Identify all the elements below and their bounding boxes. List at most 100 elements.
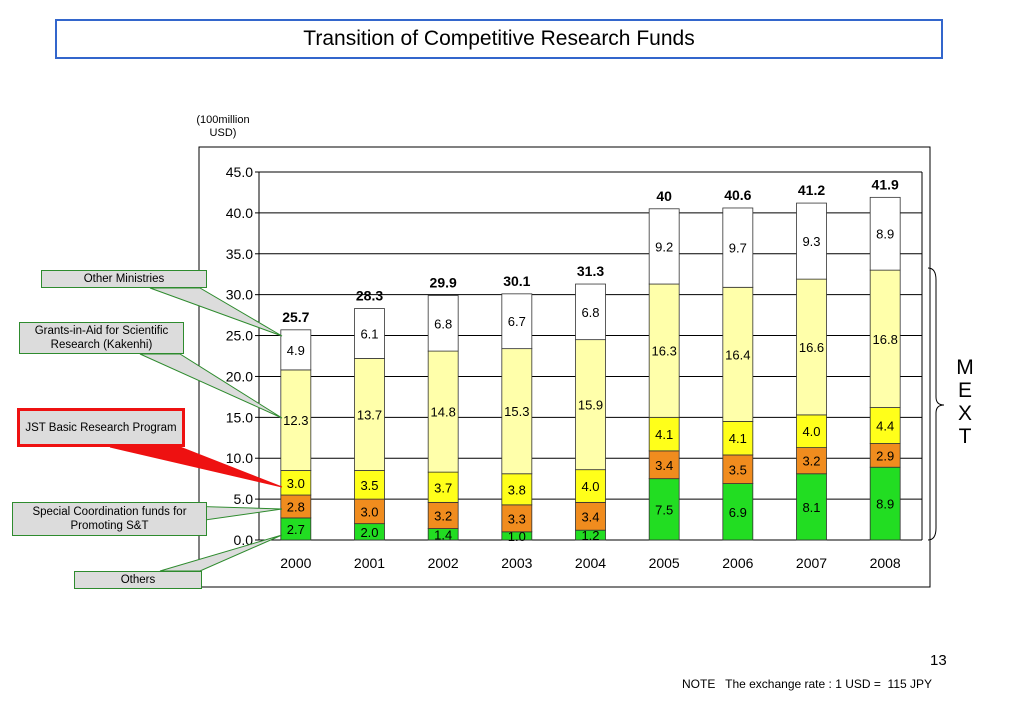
mext-brace — [927, 267, 945, 541]
segment-value-label: 16.8 — [873, 332, 898, 347]
segment-value-label: 6.7 — [508, 314, 526, 329]
bar-segment — [722, 454, 754, 484]
bar-segment — [722, 483, 754, 541]
segment-value-label: 6.9 — [729, 505, 747, 520]
bar-segment — [869, 407, 901, 444]
bar-segment — [280, 329, 312, 371]
bar-total-label: 30.1 — [503, 273, 530, 289]
segment-value-label: 6.8 — [581, 305, 599, 320]
bar-segment — [796, 202, 827, 280]
bar-segment — [501, 348, 533, 475]
x-tick-label: 2008 — [870, 555, 901, 571]
bar-segment — [427, 350, 459, 473]
bar-segment — [575, 501, 606, 531]
bar-segment — [354, 358, 385, 471]
bar-total-label: 41.2 — [798, 182, 825, 198]
pointer-other-ministries — [149, 287, 283, 337]
segment-value-label: 9.7 — [729, 241, 747, 256]
bar-segment — [796, 278, 827, 416]
y-tick-label: 10.0 — [226, 450, 253, 466]
bar-total-label: 41.9 — [872, 176, 899, 192]
segment-value-label: 15.9 — [578, 398, 603, 413]
callout-kakenhi: Grants-in-Aid for Scientific Research (K… — [19, 322, 184, 354]
segment-value-label: 3.2 — [434, 508, 452, 523]
y-tick-label: 35.0 — [226, 246, 253, 262]
segment-value-label: 3.7 — [434, 480, 452, 495]
bar-segment — [722, 286, 754, 422]
bar-segment — [501, 293, 533, 350]
segment-value-label: 4.9 — [287, 343, 305, 358]
segment-value-label: 3.8 — [508, 482, 526, 497]
y-tick-label: 45.0 — [226, 164, 253, 180]
segment-value-label: 1.4 — [434, 527, 452, 542]
segment-value-label: 4.1 — [729, 431, 747, 446]
segment-value-label: 4.1 — [655, 427, 673, 442]
y-tick-label: 40.0 — [226, 205, 253, 221]
bar-segment — [869, 269, 901, 408]
y-tick-label: 25.0 — [226, 328, 253, 344]
bar-segment — [869, 196, 901, 271]
segment-value-label: 3.5 — [360, 478, 378, 493]
bar-segment — [501, 473, 533, 506]
bar-total-label: 28.3 — [356, 288, 383, 304]
x-tick-label: 2002 — [428, 555, 459, 571]
bar-segment — [869, 466, 901, 541]
segment-value-label: 16.6 — [799, 340, 824, 355]
bar-total-label: 40 — [656, 188, 672, 204]
bar-segment — [427, 295, 459, 352]
segment-value-label: 3.4 — [655, 458, 673, 473]
bar-segment — [722, 207, 754, 288]
pointer-kakenhi — [139, 353, 283, 419]
segment-value-label: 2.7 — [287, 522, 305, 537]
x-tick-label: 2000 — [280, 555, 311, 571]
segment-value-label: 3.0 — [360, 504, 378, 519]
segment-value-label: 3.5 — [729, 462, 747, 477]
segment-value-label: 13.7 — [357, 407, 382, 422]
callout-jst-basic-research: JST Basic Research Program — [17, 408, 185, 447]
segment-value-label: 8.1 — [802, 500, 820, 515]
segment-value-label: 9.3 — [802, 234, 820, 249]
segment-value-label: 7.5 — [655, 502, 673, 517]
bar-segment — [354, 308, 385, 359]
bar-segment — [280, 470, 312, 496]
bar-segment — [501, 504, 533, 533]
bar-segment — [648, 208, 680, 285]
segment-value-label: 3.4 — [581, 509, 599, 524]
segment-value-label: 3.3 — [508, 511, 526, 526]
bar-segment — [796, 447, 827, 475]
page-number: 13 — [930, 652, 947, 669]
bar-total-label: 40.6 — [724, 187, 751, 203]
segment-value-label: 4.4 — [876, 419, 894, 434]
bar-total-label: 25.7 — [282, 309, 309, 325]
segment-value-label: 16.4 — [725, 347, 750, 362]
segment-value-label: 4.0 — [581, 479, 599, 494]
segment-value-label: 3.0 — [287, 476, 305, 491]
bar-segment — [575, 283, 606, 341]
y-axis-unit-label: (100million USD) — [196, 114, 250, 139]
y-tick-label: 30.0 — [226, 287, 253, 303]
bar-segment — [575, 469, 606, 503]
segment-value-label: 16.3 — [652, 344, 677, 359]
segment-value-label: 1.2 — [581, 528, 599, 543]
bar-segment — [280, 369, 312, 471]
slide-title-text: Transition of Competitive Research Funds — [303, 27, 695, 50]
segment-value-label: 2.8 — [287, 499, 305, 514]
y-tick-label: 20.0 — [226, 368, 253, 384]
y-tick-label: 0.0 — [234, 532, 254, 548]
segment-value-label: 2.9 — [876, 448, 894, 463]
slide-title: Transition of Competitive Research Funds — [55, 19, 943, 59]
x-tick-label: 2007 — [796, 555, 827, 571]
segment-value-label: 9.2 — [655, 239, 673, 254]
y-tick-label: 5.0 — [234, 491, 254, 507]
x-tick-label: 2003 — [501, 555, 532, 571]
callout-other-ministries: Other Ministries — [41, 270, 207, 288]
segment-value-label: 12.3 — [283, 413, 308, 428]
callout-others: Others — [74, 571, 202, 589]
segment-value-label: 8.9 — [876, 227, 894, 242]
bar-segment — [648, 416, 680, 452]
pointer-jst — [109, 446, 283, 488]
segment-value-label: 14.8 — [431, 405, 456, 420]
x-tick-label: 2006 — [722, 555, 753, 571]
mext-label: M E X T — [956, 356, 974, 448]
